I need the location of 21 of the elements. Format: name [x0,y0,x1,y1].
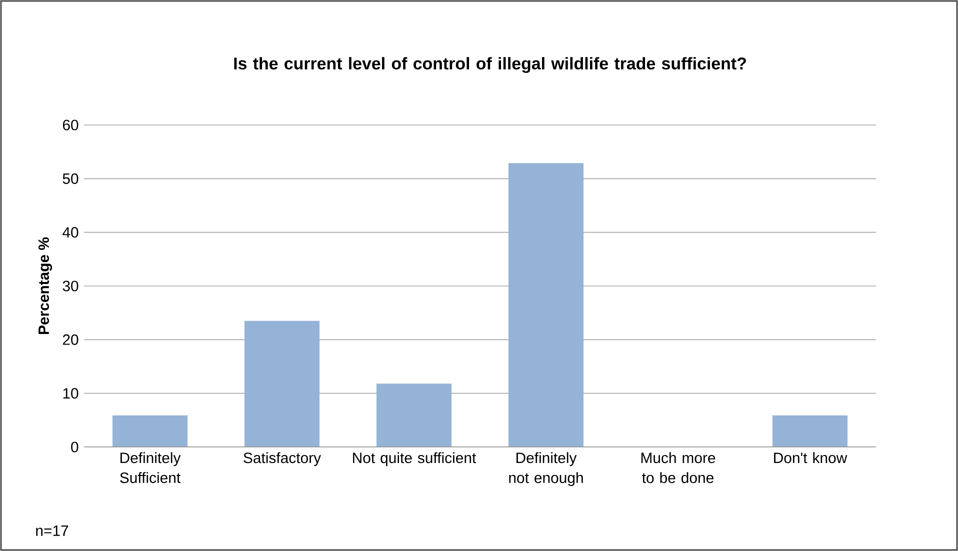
y-tick-label: 40 [62,227,78,238]
x-tick-label: Don't know [774,452,848,464]
x-tick-label: Much more to be done [641,452,716,484]
bar [376,384,452,447]
y-tick-label: 30 [62,280,78,292]
bar [112,415,188,447]
text: n=17 [36,526,68,536]
x-tick-label: Definitely Sufficient [120,452,181,484]
x-tick-label: Not quite sufficient [353,452,476,466]
bar [508,163,584,447]
y-tick-label: 60 [62,120,78,130]
bar [772,415,848,447]
y-axis-title: Percentage % [38,237,52,334]
y-tick-label: 20 [62,334,78,345]
bar [244,320,320,447]
y-tick-label: 50 [62,173,78,184]
x-tick-label: Definitely not enough [509,452,583,486]
y-tick-label: 10 [63,388,78,399]
y-tick-label: 0 [71,442,78,452]
chart-title: Is the current level of control of illegal wildlife trade sufficient? [234,57,746,73]
x-tick-label: Satisfactory [244,452,321,466]
